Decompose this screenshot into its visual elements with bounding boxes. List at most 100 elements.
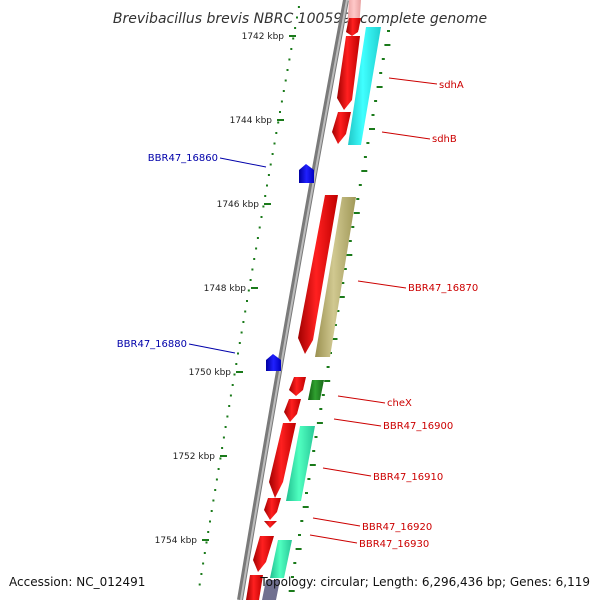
forward-genes (246, 0, 361, 600)
gene-arrow-r1[interactable] (289, 377, 306, 396)
scale-ticks: 1742 kbp 1744 kbp 1746 kbp 1748 kbp 1750… (155, 6, 391, 592)
gene-arrow-top-red[interactable] (346, 18, 361, 36)
gene-arrow-sdhB[interactable] (332, 112, 351, 144)
minor-tick (258, 226, 261, 229)
minor-tick (333, 324, 337, 326)
minor-tick (291, 576, 294, 578)
minor-tick (371, 114, 375, 116)
minor-tick (346, 254, 353, 256)
minor-ticks-right (288, 30, 391, 592)
leader-line-sdhA (388, 77, 438, 85)
gene-khaki-BBR47_16870[interactable] (315, 197, 356, 357)
minor-tick (319, 408, 323, 410)
gene-arrow-BBR47_16920[interactable] (264, 498, 281, 520)
gene-label-sdhB[interactable]: sdhB (432, 134, 457, 145)
leader-line-BBR47_16910 (322, 467, 372, 477)
scale-tick: 1754 kbp (155, 536, 209, 546)
minor-tick (312, 450, 316, 452)
minor-tick (366, 142, 370, 144)
minor-tick (314, 436, 318, 438)
minor-ticks-left (198, 6, 300, 586)
minor-tick (222, 436, 225, 439)
minor-tick (273, 142, 276, 145)
gene-arrow-BBR47_16880[interactable] (266, 354, 281, 371)
minor-tick (298, 534, 301, 536)
gene-mint-BBR47_16930[interactable] (270, 540, 292, 578)
minor-tick (343, 268, 347, 270)
scale-tick-label: 1746 kbp (217, 200, 260, 210)
scale-tick: 1742 kbp (242, 32, 296, 42)
minor-tick (288, 590, 295, 592)
leader-line-BBR47_16920 (312, 517, 361, 527)
scale-tick: 1752 kbp (173, 452, 227, 462)
scale-tick-label: 1748 kbp (204, 284, 247, 294)
minor-tick (200, 573, 203, 575)
minor-tick (240, 331, 243, 334)
minor-tick (295, 548, 302, 550)
minor-tick (288, 58, 291, 61)
minor-tick (262, 205, 265, 208)
gene-label-BBR47_16870[interactable]: BBR47_16870 (408, 283, 478, 294)
minor-tick (284, 79, 287, 82)
scale-tick-label: 1742 kbp (242, 32, 285, 42)
gene-arrow-sdhA[interactable] (337, 36, 360, 110)
minor-tick (221, 447, 224, 449)
minor-tick (290, 48, 293, 50)
gene-green-cheX[interactable] (308, 380, 324, 400)
minor-tick (212, 499, 215, 502)
leader-line-BBR47_16880 (188, 343, 236, 354)
leader-line-cheX (337, 395, 386, 404)
minor-tick (387, 30, 390, 32)
gene-label-BBR47_16900[interactable]: BBR47_16900 (383, 421, 453, 432)
minor-tick (229, 394, 232, 397)
gene-label-BBR47_16920[interactable]: BBR47_16920 (362, 522, 432, 533)
minor-tick (260, 216, 263, 218)
minor-tick (379, 72, 383, 74)
minor-tick (249, 279, 252, 281)
minor-tick (309, 464, 316, 466)
gene-label-BBR47_16880[interactable]: BBR47_16880 (117, 339, 187, 350)
minor-tick (307, 478, 311, 480)
minor-tick (198, 583, 201, 586)
minor-tick (297, 6, 300, 8)
minor-tick (209, 520, 211, 523)
minor-tick (202, 562, 205, 565)
gene-grey-bottom[interactable] (262, 580, 280, 600)
gene-arrow-BBR47_16860[interactable] (299, 164, 314, 183)
gene-arrow-BBR47_16870[interactable] (298, 195, 338, 354)
leader-line-BBR47_16930 (309, 534, 358, 544)
minor-tick (233, 373, 236, 376)
minor-tick (277, 121, 280, 124)
minor-tick (300, 520, 304, 522)
minor-tick (363, 156, 367, 158)
gene-label-sdhA[interactable]: sdhA (439, 80, 464, 91)
gene-arrow-BBR47_16900[interactable] (284, 399, 301, 422)
leader-line-BBR47_16860 (219, 157, 267, 168)
scale-tick-label: 1750 kbp (189, 368, 232, 378)
minor-tick (224, 426, 227, 428)
minor-tick (267, 174, 270, 176)
map-title: Brevibacillus brevis NBRC 100599, comple… (113, 11, 487, 27)
gene-arrow-BBR47_16930[interactable] (253, 536, 274, 572)
gene-label-BBR47_16930[interactable]: BBR47_16930 (359, 539, 429, 550)
gene-arrow-small-red[interactable] (264, 521, 277, 528)
minor-tick (305, 492, 308, 494)
minor-tick (282, 90, 285, 92)
gene-label-cheX[interactable]: cheX (387, 398, 412, 409)
minor-tick (351, 226, 355, 228)
gene-labels: sdhA sdhB BBR47_16860 BBR47_16870 BBR47_… (117, 80, 478, 550)
minor-tick (228, 405, 231, 407)
minor-tick (324, 380, 331, 382)
scale-tick: 1744 kbp (230, 116, 284, 126)
minor-tick (253, 258, 256, 260)
gene-arrow-BBR47_16910[interactable] (269, 423, 296, 498)
gene-mint-BBR47_16910[interactable] (286, 426, 315, 501)
gene-cyan-sdhA[interactable] (348, 27, 381, 145)
minor-tick (369, 128, 375, 130)
minor-tick (219, 457, 222, 460)
gene-arrow-bottom[interactable] (246, 575, 263, 600)
gene-label-BBR47_16860[interactable]: BBR47_16860 (148, 153, 218, 164)
minor-tick (214, 489, 217, 491)
gene-label-BBR47_16910[interactable]: BBR47_16910 (373, 472, 443, 483)
